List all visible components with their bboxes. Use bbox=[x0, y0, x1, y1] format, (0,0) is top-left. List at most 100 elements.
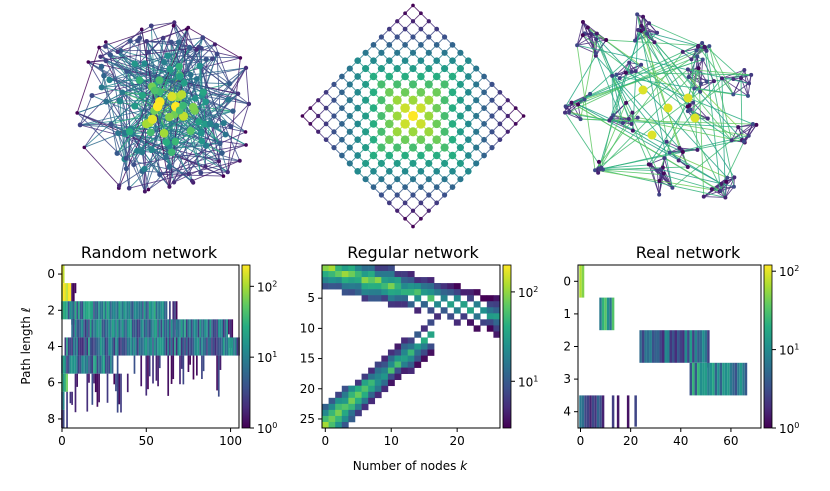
network-node bbox=[464, 136, 472, 144]
network-node bbox=[107, 52, 114, 58]
heatmap-cell bbox=[206, 319, 208, 338]
heatmap-cell bbox=[83, 355, 85, 374]
network-node bbox=[171, 137, 180, 146]
network-edge bbox=[740, 77, 749, 97]
network-node bbox=[115, 49, 120, 54]
network-node bbox=[395, 19, 400, 24]
heatmap-cell bbox=[381, 289, 389, 296]
network-node bbox=[696, 43, 701, 48]
network-node bbox=[754, 122, 759, 127]
network-node bbox=[489, 129, 495, 135]
heatmap-cell bbox=[381, 271, 389, 278]
network-node bbox=[82, 145, 87, 150]
network-node bbox=[147, 114, 158, 124]
network-node bbox=[593, 51, 598, 56]
heatmap-cell bbox=[467, 289, 474, 296]
heatmap-cell bbox=[447, 301, 455, 308]
heatmap-cell bbox=[214, 337, 217, 356]
network-edge bbox=[216, 54, 223, 154]
heatmap-cell bbox=[387, 355, 395, 362]
heatmap-cell bbox=[394, 271, 402, 278]
heatmap-cell bbox=[165, 319, 168, 338]
network-node bbox=[685, 104, 690, 109]
heatmap-cell bbox=[62, 301, 65, 320]
heatmap-cell bbox=[586, 395, 590, 428]
network-node bbox=[425, 49, 432, 56]
network-node bbox=[645, 31, 650, 36]
network-node bbox=[419, 11, 423, 16]
network-node bbox=[196, 62, 204, 70]
network-node bbox=[426, 192, 432, 198]
network-edge bbox=[154, 110, 193, 182]
real-network-heatmap: Real network 0 20 40 60 0 1 2 3 4 100 101 102 bbox=[563, 243, 799, 448]
heatmap-cell bbox=[226, 337, 229, 356]
network-node bbox=[635, 115, 640, 120]
heatmap-cell bbox=[214, 319, 217, 338]
heatmap-cell bbox=[361, 271, 369, 278]
heatmap-cell bbox=[111, 337, 114, 356]
heatmap-cell bbox=[64, 355, 67, 374]
network-node bbox=[362, 176, 369, 183]
heatmap-cell bbox=[677, 330, 680, 363]
heatmap-cell bbox=[189, 355, 191, 365]
network-node bbox=[433, 57, 441, 65]
network-edge bbox=[571, 102, 581, 120]
heatmap-cell bbox=[420, 283, 428, 290]
network-node bbox=[103, 98, 110, 105]
network-node bbox=[139, 27, 144, 32]
heatmap-cell bbox=[480, 319, 488, 326]
network-edge bbox=[118, 159, 126, 189]
network-node bbox=[736, 125, 741, 130]
network-node bbox=[432, 88, 441, 97]
heatmap-cell bbox=[427, 307, 435, 314]
heatmap-cell bbox=[91, 301, 94, 320]
network-node bbox=[378, 49, 385, 56]
network-node bbox=[171, 23, 176, 28]
y-tick-label: 4 bbox=[47, 340, 55, 354]
heatmap-cell bbox=[64, 283, 67, 302]
network-edge bbox=[124, 44, 216, 134]
network-edge bbox=[598, 118, 630, 170]
heatmap-cell bbox=[604, 297, 607, 331]
network-node bbox=[339, 121, 345, 127]
network-node bbox=[456, 159, 464, 167]
network-edge bbox=[118, 131, 202, 186]
network-node bbox=[331, 97, 337, 103]
network-node bbox=[385, 72, 394, 81]
heatmap-cell bbox=[394, 367, 402, 374]
heatmap-cell bbox=[110, 355, 112, 374]
heatmap-cell bbox=[420, 277, 428, 284]
heatmap-cell bbox=[387, 271, 395, 278]
heatmap-cell bbox=[209, 319, 212, 338]
heatmap-cell bbox=[493, 301, 501, 308]
heatmap-cell bbox=[666, 330, 670, 363]
heatmap-cell bbox=[106, 355, 109, 374]
heatmap-cell bbox=[401, 271, 409, 278]
heatmap-cell bbox=[493, 325, 501, 332]
network-node bbox=[141, 165, 148, 173]
network-node bbox=[346, 128, 353, 135]
network-node bbox=[481, 152, 487, 159]
heatmap-cell bbox=[672, 330, 675, 363]
network-node bbox=[623, 70, 628, 75]
heatmap-cell bbox=[581, 265, 585, 298]
network-node bbox=[378, 34, 384, 40]
network-node bbox=[664, 139, 669, 144]
network-node bbox=[417, 167, 425, 175]
network-node bbox=[417, 57, 425, 65]
network-node bbox=[385, 88, 394, 97]
network-edge bbox=[580, 33, 598, 120]
heatmap-cell bbox=[66, 283, 68, 302]
network-node bbox=[354, 104, 362, 112]
network-node bbox=[575, 43, 580, 48]
heatmap-cell bbox=[150, 301, 153, 320]
heatmap-cell bbox=[453, 289, 461, 296]
heatmap-cell bbox=[62, 265, 65, 284]
x-axis-label: Number of nodes k bbox=[353, 459, 468, 473]
network-node bbox=[449, 184, 456, 190]
network-node bbox=[188, 102, 198, 112]
network-node bbox=[473, 128, 480, 135]
heatmap-cell bbox=[138, 301, 141, 320]
heatmap-cell bbox=[113, 337, 116, 356]
heatmap-cell bbox=[96, 337, 99, 356]
